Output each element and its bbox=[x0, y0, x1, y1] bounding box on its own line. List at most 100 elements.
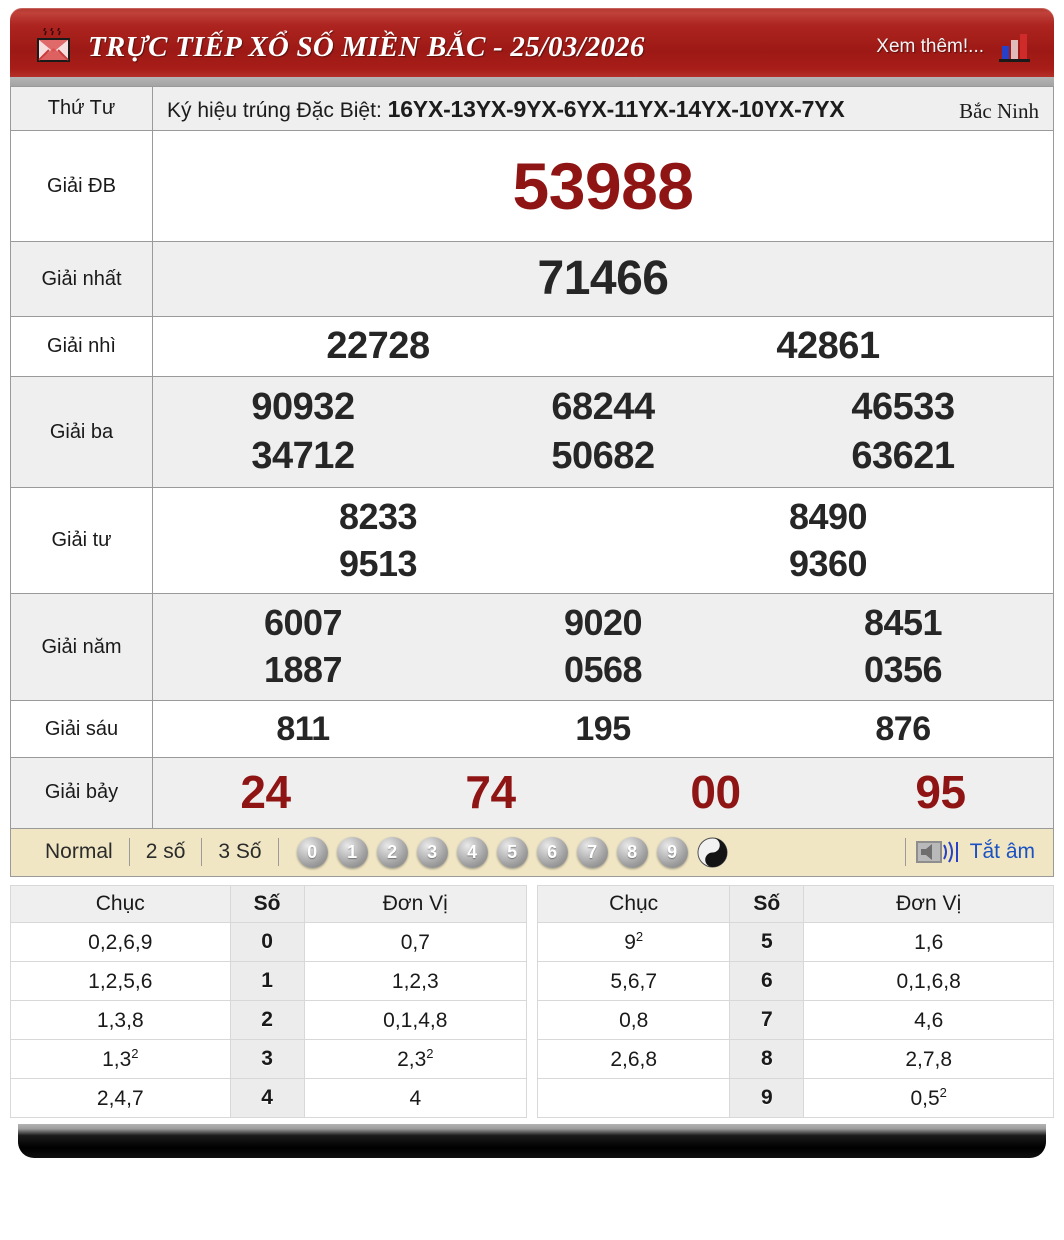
digit-cell: 0 bbox=[229, 921, 305, 962]
prize-label-nhi: Giải nhì bbox=[10, 315, 153, 378]
tens-cell: 0,2,6,9 bbox=[10, 921, 231, 962]
units-value: 1,2,3 bbox=[391, 969, 439, 993]
units-superscript: 2 bbox=[939, 1084, 947, 1100]
prize-number: 53988 bbox=[512, 148, 694, 223]
tens-cell: 2,4,7 bbox=[10, 1077, 231, 1118]
tens-value: 1,2,5,6 bbox=[88, 969, 153, 993]
prize-number-group: 24 74 00 95 bbox=[153, 764, 1053, 822]
prize-values-tu: 8233 8490 9513 9360 bbox=[152, 486, 1054, 595]
tens-value: 1,3 bbox=[102, 1047, 132, 1071]
prize-number: 42861 bbox=[776, 324, 880, 367]
tens-value: 0,8 bbox=[619, 1008, 649, 1032]
tens-superscript: 2 bbox=[635, 928, 644, 944]
prize-values-nhi: 22728 42861 bbox=[152, 315, 1054, 378]
envelope-icon bbox=[32, 27, 74, 66]
digit-ball-3[interactable]: 3 bbox=[416, 836, 448, 868]
digit-ball-1[interactable]: 1 bbox=[336, 836, 368, 868]
table-row: 1,32 3 2,32 bbox=[10, 1038, 528, 1079]
tens-superscript: 2 bbox=[131, 1045, 139, 1061]
digit-ball-7[interactable]: 7 bbox=[576, 836, 608, 868]
prize-label-db: Giải ĐB bbox=[10, 129, 153, 243]
prize-number: 00 bbox=[690, 766, 741, 819]
prize-number-group: 90932 68244 46533 bbox=[153, 383, 1053, 432]
special-symbol-cell: Ký hiệu trúng Đặc Biệt: 16YX-13YX-9YX-6Y… bbox=[152, 86, 1054, 131]
units-value: 0,1,4,8 bbox=[383, 1008, 448, 1032]
stats-table-gap bbox=[527, 885, 537, 1118]
units-cell: 2,7,8 bbox=[803, 1038, 1054, 1079]
tens-value: 9 bbox=[624, 930, 636, 954]
prize-number: 50682 bbox=[551, 435, 655, 478]
tens-value: 5,6,7 bbox=[610, 969, 658, 993]
prize-number: 8490 bbox=[788, 495, 868, 537]
units-value: 0,5 bbox=[910, 1086, 940, 1110]
yin-yang-icon[interactable] bbox=[697, 837, 728, 868]
column-header-units: Đơn Vị bbox=[803, 884, 1054, 923]
tens-cell: 5,6,7 bbox=[536, 960, 731, 1001]
bar-chart-icon[interactable] bbox=[996, 30, 1032, 64]
digit-cell: 9 bbox=[729, 1077, 805, 1118]
speaker-icon[interactable] bbox=[915, 839, 960, 865]
table-row: 0,8 7 4,6 bbox=[536, 999, 1054, 1040]
prize-number: 24 bbox=[240, 766, 291, 819]
prize-values-bay: 24 74 00 95 bbox=[152, 757, 1054, 829]
mute-toggle-label[interactable]: Tắt âm bbox=[969, 840, 1035, 864]
prize-number: 34712 bbox=[251, 435, 355, 478]
table-row: 1,3,8 2 0,1,4,8 bbox=[10, 999, 528, 1040]
units-value: 4,6 bbox=[914, 1008, 944, 1032]
prize-number: 0568 bbox=[563, 649, 643, 691]
digit-ball-8[interactable]: 8 bbox=[616, 836, 648, 868]
header-banner: TRỰC TIẾP XỔ SỐ MIỀN BẮC - 25/03/2026 Xe… bbox=[10, 8, 1054, 86]
prize-number-group: 22728 42861 bbox=[153, 323, 1053, 371]
digit-ball-4[interactable]: 4 bbox=[456, 836, 488, 868]
tens-value: 0,2,6,9 bbox=[88, 930, 153, 954]
table-row-prize-nam: Giải năm 6007 9020 8451 1887 0568 0356 bbox=[10, 593, 1054, 701]
digit-ball-6[interactable]: 6 bbox=[536, 836, 568, 868]
digit-ball-0[interactable]: 0 bbox=[296, 836, 328, 868]
table-row: 2,6,8 8 2,7,8 bbox=[536, 1038, 1054, 1079]
prize-label-tu: Giải tư bbox=[10, 486, 153, 595]
mode-3so-button[interactable]: 3 Số bbox=[218, 840, 262, 864]
prize-number: 8233 bbox=[338, 495, 418, 537]
column-header-units: Đơn Vị bbox=[303, 884, 528, 923]
digit-cell: 7 bbox=[729, 999, 805, 1040]
prize-label-nhat: Giải nhất bbox=[10, 241, 153, 317]
display-mode-toolbar: Normal 2 số 3 Số 0 1 2 3 4 5 6 7 8 9 bbox=[10, 828, 1054, 877]
units-cell: 2,32 bbox=[303, 1038, 528, 1079]
prize-values-ba: 90932 68244 46533 34712 50682 63621 bbox=[152, 376, 1054, 488]
table-row: 2,4,7 4 4 bbox=[10, 1077, 528, 1118]
units-cell: 0,52 bbox=[803, 1077, 1054, 1118]
province-label: Bắc Ninh bbox=[959, 98, 1039, 123]
special-symbol-label: Ký hiệu trúng Đặc Biệt: bbox=[167, 99, 382, 122]
digit-cell: 5 bbox=[729, 921, 805, 962]
units-value: 0,1,6,8 bbox=[896, 969, 961, 993]
digit-frequency-table-right: Chục Số Đơn Vị 92 5 1,6 5,6,7 6 0,1,6,8 … bbox=[536, 884, 1054, 1118]
see-more-link[interactable]: Xem thêm!... bbox=[876, 36, 984, 57]
prize-values-nhat: 71466 bbox=[152, 241, 1054, 317]
digit-ball-9[interactable]: 9 bbox=[656, 836, 688, 868]
digit-cell: 2 bbox=[229, 999, 305, 1040]
table-row-prize-tu: Giải tư 8233 8490 9513 9360 bbox=[10, 486, 1054, 595]
units-value: 2,7,8 bbox=[905, 1047, 953, 1071]
table-row: 1,2,5,6 1 1,2,3 bbox=[10, 960, 528, 1001]
digit-ball-2[interactable]: 2 bbox=[376, 836, 408, 868]
prize-number-group: 34712 50682 63621 bbox=[153, 432, 1053, 481]
toolbar-divider bbox=[277, 838, 279, 867]
mode-2so-button[interactable]: 2 số bbox=[145, 840, 186, 864]
table-row-prize-ba: Giải ba 90932 68244 46533 34712 50682 63… bbox=[10, 376, 1054, 488]
units-value: 4 bbox=[409, 1086, 422, 1110]
prize-number-group: 71466 bbox=[153, 250, 1053, 308]
units-value: 0,7 bbox=[400, 930, 430, 954]
toolbar-divider bbox=[128, 838, 130, 867]
units-cell: 4,6 bbox=[803, 999, 1054, 1040]
mode-normal-button[interactable]: Normal bbox=[45, 840, 113, 864]
prize-number-group: 6007 9020 8451 bbox=[153, 600, 1053, 647]
special-symbol-codes: 16YX-13YX-9YX-6YX-11YX-14YX-10YX-7YX bbox=[387, 96, 845, 122]
units-value: 1,6 bbox=[914, 930, 944, 954]
units-cell: 4 bbox=[303, 1077, 528, 1118]
column-header-tens: Chục bbox=[536, 884, 731, 923]
prize-number: 46533 bbox=[851, 386, 955, 429]
digit-cell: 4 bbox=[229, 1077, 305, 1118]
digit-ball-5[interactable]: 5 bbox=[496, 836, 528, 868]
units-cell: 1,2,3 bbox=[303, 960, 528, 1001]
table-row-prize-nhat: Giải nhất 71466 bbox=[10, 241, 1054, 317]
